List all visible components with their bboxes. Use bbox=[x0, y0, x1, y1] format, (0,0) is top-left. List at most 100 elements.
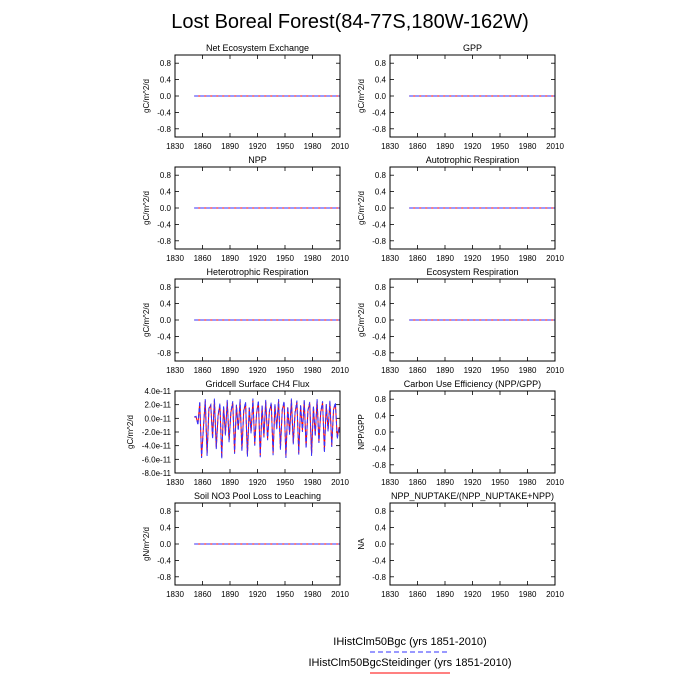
x-tick-label: 1950 bbox=[276, 366, 294, 375]
y-tick-label: -0.4 bbox=[157, 220, 171, 229]
x-tick-label: 1830 bbox=[381, 590, 399, 599]
x-tick-label: 1920 bbox=[464, 366, 482, 375]
x-tick-label: 2010 bbox=[546, 142, 564, 151]
x-tick-label: 2010 bbox=[546, 254, 564, 263]
y-tick-label: 0.0 bbox=[375, 316, 387, 325]
x-tick-label: 1860 bbox=[409, 254, 427, 263]
y-tick-label: -0.4 bbox=[372, 444, 386, 453]
y-tick-label: -0.4 bbox=[157, 556, 171, 565]
y-tick-label: -0.8 bbox=[372, 237, 386, 246]
y-tick-label: -8.0e-11 bbox=[142, 469, 172, 478]
chart-panel-9: Soil NO3 Pool Loss to Leaching 1830 1860 18… bbox=[142, 491, 349, 599]
plot-frame bbox=[174, 166, 341, 250]
chart-title: Carbon Use Efficiency (NPP/GPP) bbox=[404, 379, 541, 389]
x-tick-label: 2010 bbox=[331, 142, 349, 151]
x-tick-label: 2010 bbox=[546, 478, 564, 487]
x-tick-label: 1890 bbox=[221, 142, 239, 151]
chart-panel-8: Carbon Use Efficiency (NPP/GPP) 1830 1860 1… bbox=[357, 379, 564, 487]
y-axis-label: NA bbox=[357, 538, 366, 550]
y-tick-label: -4.0e-11 bbox=[142, 442, 172, 451]
y-tick-label: 0.4 bbox=[160, 524, 172, 533]
x-tick-label: 2010 bbox=[546, 366, 564, 375]
x-tick-label: 1980 bbox=[304, 478, 322, 487]
x-tick-label: 1980 bbox=[519, 142, 537, 151]
x-tick-label: 1920 bbox=[249, 366, 267, 375]
chart-panel-2: GPP 1830 1860 1890 1920 1950 1980 2010 0.8 0.4 0.0… bbox=[357, 43, 564, 151]
y-axis-label: gC/m^2/d bbox=[142, 79, 151, 113]
x-tick-label: 1830 bbox=[166, 142, 184, 151]
x-tick-label: 1830 bbox=[166, 590, 184, 599]
y-tick-label: 0.0 bbox=[160, 316, 172, 325]
chart-title: NPP_NUPTAKE/(NPP_NUPTAKE+NPP) bbox=[391, 491, 554, 501]
chart-title: GPP bbox=[463, 43, 482, 53]
x-tick-label: 1860 bbox=[194, 478, 212, 487]
y-tick-label: -0.4 bbox=[157, 332, 171, 341]
y-tick-label: 0.0 bbox=[375, 92, 387, 101]
y-tick-label: -0.4 bbox=[372, 220, 386, 229]
x-tick-label: 1830 bbox=[381, 254, 399, 263]
y-axis-label: gC/m^2/d bbox=[142, 303, 151, 337]
y-tick-label: 0.0 bbox=[160, 540, 172, 549]
y-tick-label: 0.8 bbox=[375, 171, 387, 180]
x-tick-label: 1920 bbox=[464, 254, 482, 263]
x-tick-label: 1950 bbox=[276, 478, 294, 487]
x-tick-label: 1830 bbox=[166, 366, 184, 375]
x-tick-label: 1890 bbox=[436, 590, 454, 599]
y-tick-label: -0.8 bbox=[157, 125, 171, 134]
chart-title: Heterotrophic Respiration bbox=[206, 267, 308, 277]
plot-frame bbox=[389, 390, 556, 474]
y-tick-label: -0.8 bbox=[157, 573, 171, 582]
x-tick-label: 1980 bbox=[304, 590, 322, 599]
y-tick-label: -6.0e-11 bbox=[142, 455, 172, 464]
x-tick-label: 1950 bbox=[491, 590, 509, 599]
x-tick-label: 1920 bbox=[249, 254, 267, 263]
chart-panel-5: Heterotrophic Respiration 1830 1860 1890 192… bbox=[142, 267, 349, 375]
x-tick-label: 1920 bbox=[464, 142, 482, 151]
y-axis-label: gC/m^2/d bbox=[357, 79, 366, 113]
x-tick-label: 1830 bbox=[381, 478, 399, 487]
y-axis-label: gC/m^2/d bbox=[357, 191, 366, 225]
x-tick-label: 1890 bbox=[221, 590, 239, 599]
y-tick-label: 4.0e-11 bbox=[144, 387, 171, 396]
x-tick-label: 1980 bbox=[304, 142, 322, 151]
x-tick-label: 2010 bbox=[331, 254, 349, 263]
chart-title: NPP bbox=[248, 155, 267, 165]
x-tick-label: 1830 bbox=[381, 366, 399, 375]
legend-label-series-1: IHistClm50Bgc (yrs 1851-2010) bbox=[333, 636, 486, 648]
x-tick-label: 1860 bbox=[194, 254, 212, 263]
y-tick-label: 0.4 bbox=[160, 188, 172, 197]
x-tick-label: 1950 bbox=[276, 254, 294, 263]
x-tick-label: 1980 bbox=[519, 254, 537, 263]
y-tick-label: -0.8 bbox=[372, 125, 386, 134]
y-tick-label: 0.8 bbox=[375, 395, 387, 404]
chart-title: Net Ecosystem Exchange bbox=[206, 43, 309, 53]
x-tick-label: 1980 bbox=[304, 366, 322, 375]
x-tick-label: 1830 bbox=[381, 142, 399, 151]
chart-title: Ecosystem Respiration bbox=[426, 267, 518, 277]
y-tick-label: -0.4 bbox=[372, 332, 386, 341]
chart-panel-10: NPP_NUPTAKE/(NPP_NUPTAKE+NPP) 1830 1860 189… bbox=[357, 491, 564, 599]
chart-panel-1: Net Ecosystem Exchange 1830 1860 1890 1920 19… bbox=[142, 43, 349, 151]
plot-frame bbox=[174, 278, 341, 362]
y-axis-label: gN/m^2/d bbox=[142, 527, 151, 561]
y-axis-label: gC/m^2/d bbox=[126, 415, 135, 449]
x-tick-label: 1950 bbox=[491, 366, 509, 375]
y-tick-label: -0.8 bbox=[372, 349, 386, 358]
x-tick-label: 2010 bbox=[331, 478, 349, 487]
legend-label-series-2: IHistClm50BgcSteidinger (yrs 1851-2010) bbox=[309, 657, 512, 669]
plot-frame bbox=[389, 502, 556, 586]
y-tick-label: 0.0e-11 bbox=[144, 414, 171, 423]
chart-title: Soil NO3 Pool Loss to Leaching bbox=[194, 491, 321, 501]
x-tick-label: 2010 bbox=[331, 590, 349, 599]
y-tick-label: 0.4 bbox=[375, 524, 387, 533]
x-tick-label: 1890 bbox=[436, 142, 454, 151]
y-tick-label: 0.0 bbox=[375, 204, 387, 213]
x-tick-label: 1950 bbox=[276, 142, 294, 151]
chart-panel-3: NPP 1830 1860 1890 1920 1950 1980 2010 0.8 0.4 0.0… bbox=[142, 155, 349, 263]
x-tick-label: 1860 bbox=[194, 142, 212, 151]
x-tick-label: 1860 bbox=[409, 366, 427, 375]
panels-grid: Net Ecosystem Exchange 1830 1860 1890 1920 19… bbox=[126, 43, 564, 599]
series-line bbox=[194, 398, 341, 459]
y-tick-label: 0.8 bbox=[160, 283, 172, 292]
y-axis-label: NPP/GPP bbox=[357, 414, 366, 450]
